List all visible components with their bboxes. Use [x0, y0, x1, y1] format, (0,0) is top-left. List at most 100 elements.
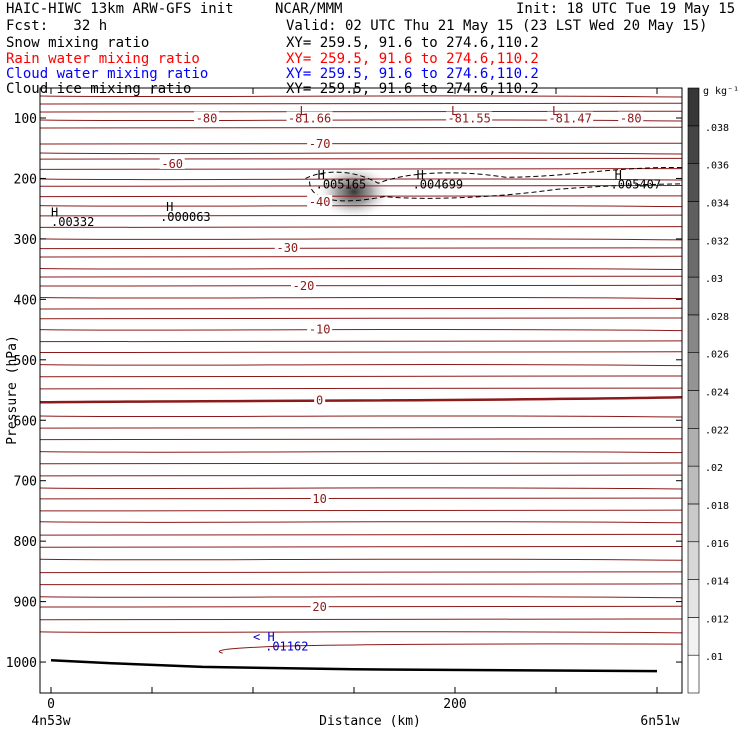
temperature-contour — [40, 275, 682, 278]
contour-label: -20 — [293, 279, 315, 293]
field-xy-rain: XY= 259.5, 91.6 to 274.6,110.2 — [286, 51, 539, 67]
colorbar: .01 .012 .014 .016 .018 .02 .022 .024 .026 .028 .0… — [687, 86, 739, 694]
temperature-contour — [40, 474, 682, 477]
y-tick-label: 1000 — [6, 656, 37, 671]
colorbar-tick-label: .028 — [705, 312, 729, 323]
temperature-contour — [40, 571, 682, 574]
temperature-contour — [40, 267, 682, 271]
colorbar-segment — [687, 276, 700, 316]
x-start-label: 4n53w — [31, 714, 70, 729]
colorbar-segment — [687, 201, 700, 240]
temperature-contour — [40, 328, 682, 332]
field-xy-cloud-ice: XY= 259.5, 91.6 to 274.6,110.2 — [286, 81, 539, 97]
extremum-label: .00332 — [51, 215, 94, 229]
colorbar-tick-label: .01 — [705, 652, 723, 663]
colorbar-unit: g kg⁻¹ — [703, 86, 739, 97]
colorbar-segment — [687, 238, 700, 278]
temperature-contour — [40, 521, 682, 524]
contour-label-bg — [194, 111, 220, 124]
y-tick-label: 700 — [14, 475, 37, 490]
contour-label-bg — [446, 111, 493, 124]
contour-label: -81.47 — [548, 112, 591, 126]
terrain-line — [50, 658, 658, 673]
ice-contour-dashed — [305, 166, 682, 184]
valid-time: Valid: 02 UTC Thu 21 May 15 (23 LST Wed … — [286, 18, 708, 34]
y-tick-label: 900 — [14, 596, 37, 611]
colorbar-segment — [687, 314, 700, 353]
contour-label: -80 — [196, 112, 218, 126]
colorbar-segment — [687, 163, 700, 202]
contour-label-bg — [314, 393, 326, 406]
field-label-cloud-water: Cloud water mixing ratio — [6, 66, 209, 82]
ice-mixing-ratio-max — [316, 163, 392, 220]
temperature-contour — [40, 533, 682, 536]
temperature-contour — [40, 195, 682, 198]
field-xy-snow: XY= 259.5, 91.6 to 274.6,110.2 — [286, 35, 539, 51]
model-title: HAIC-HIWC 13km ARW-GFS init — [6, 1, 234, 17]
colorbar-tick-label: .03 — [705, 274, 723, 285]
temperature-contour — [40, 558, 682, 561]
temperature-contour — [40, 451, 682, 454]
temperature-contour — [40, 387, 682, 390]
colorbar-tick-label: .022 — [705, 425, 729, 436]
extremum-label: L — [552, 104, 559, 118]
extremum-label: .000063 — [160, 210, 211, 224]
contour-label-bg — [618, 111, 644, 124]
field-label-cloud-ice: Cloud ice mixing ratio — [6, 81, 192, 97]
contour-label-bg — [310, 600, 329, 613]
extremum-label: .005165 — [316, 178, 367, 192]
y-tick-label: 200 — [14, 172, 37, 187]
temperature-contour — [40, 168, 682, 171]
y-tick-label: 300 — [14, 233, 37, 248]
colorbar-tick-label: .024 — [705, 388, 729, 399]
extremum-label: H — [615, 168, 622, 182]
contour-label: -60 — [161, 157, 183, 171]
zero-degree-contour — [40, 396, 682, 404]
extremum-label: L — [451, 104, 458, 118]
temperature-contour — [40, 509, 682, 512]
contour-label-bg — [547, 111, 594, 124]
colorbar-tick-label: .018 — [705, 501, 729, 512]
temperature-contour — [40, 102, 682, 105]
extremum-label: .01162 — [265, 640, 308, 654]
colorbar-segment — [687, 579, 700, 618]
contour-label-bg — [274, 240, 300, 253]
temperature-contour — [40, 631, 682, 634]
forecast-hour: Fcst: 32 h — [6, 18, 108, 34]
temperature-contour — [40, 375, 682, 378]
contour-label-bg — [286, 111, 333, 124]
contour-label: -81.55 — [447, 112, 490, 126]
colorbar-tick-label: .026 — [705, 350, 729, 361]
temperature-contour — [40, 178, 682, 181]
contour-label: -81.66 — [288, 112, 331, 126]
colorbar-tick-label: .016 — [705, 539, 729, 550]
contour-label: 10 — [312, 492, 326, 506]
colorbar-tick-label: .036 — [705, 161, 729, 172]
plot-frame — [39, 87, 683, 694]
contour-labels: -80 -81.66 -81.55 -81.47 -80 -70 -60 -40 -30 -20 -… — [51, 104, 661, 654]
contour-label-bg — [291, 279, 316, 292]
extremum-label: H — [318, 168, 325, 182]
contour-label: -40 — [309, 195, 331, 209]
temperature-contour — [40, 497, 682, 500]
temperature-contour — [40, 142, 682, 145]
temperature-contour — [40, 317, 682, 320]
contour-label: -80 — [620, 112, 642, 126]
contour-label: -30 — [276, 241, 298, 255]
x-end-label: 6n51w — [640, 714, 679, 729]
temperature-contour — [40, 152, 682, 155]
contour-label-bg — [307, 322, 333, 335]
temperature-contour — [40, 226, 682, 229]
y-tick-label: 600 — [14, 414, 37, 429]
field-xy-cloud-water: XY= 259.5, 91.6 to 274.6,110.2 — [286, 66, 539, 82]
colorbar-segment — [687, 428, 700, 467]
colorbar-segment — [687, 617, 700, 656]
temperature-contour — [40, 596, 682, 599]
temperature-contour — [40, 583, 682, 586]
contour-label-bg — [159, 156, 185, 169]
x-axis-title: Distance (km) — [319, 714, 421, 729]
y-tick-label: 800 — [14, 535, 37, 550]
field-label-rain: Rain water mixing ratio — [6, 51, 200, 67]
